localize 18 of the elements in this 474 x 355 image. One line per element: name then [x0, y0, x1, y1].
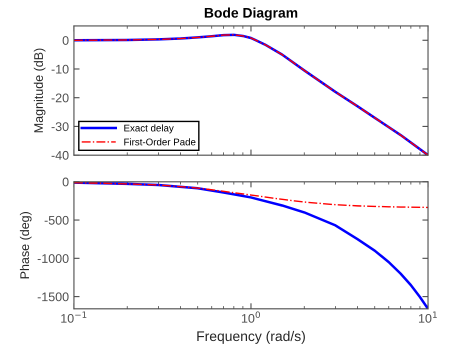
y-tick-label: 0	[62, 36, 69, 45]
y-tick-label: -20	[52, 94, 69, 102]
y-tick-label: -10	[52, 64, 69, 74]
y-tick-label: -500	[44, 216, 69, 225]
x-tick-label: 10$^{1}$	[418, 312, 437, 323]
x-tick-label: 10$^{0}$	[242, 311, 260, 323]
legend-label: Exact delay	[124, 124, 174, 134]
y-tick-label: -30	[52, 122, 69, 132]
y-axis-title: Phase (deg)	[20, 212, 32, 278]
x-tick-label: 10$^{−1}$	[61, 312, 86, 323]
y-tick-label: -40	[52, 150, 69, 160]
y-tick-label: -1500	[38, 292, 69, 302]
legend-label: First-Order Pade	[124, 138, 196, 146]
y-tick-label: 0	[62, 178, 69, 186]
x-axis-title: Frequency (rad/s)	[197, 330, 305, 344]
y-axis-title: Magnitude (dB)	[34, 48, 46, 132]
chart-title: Bode Diagram	[204, 8, 298, 21]
y-tick-label: -1000	[38, 254, 69, 263]
